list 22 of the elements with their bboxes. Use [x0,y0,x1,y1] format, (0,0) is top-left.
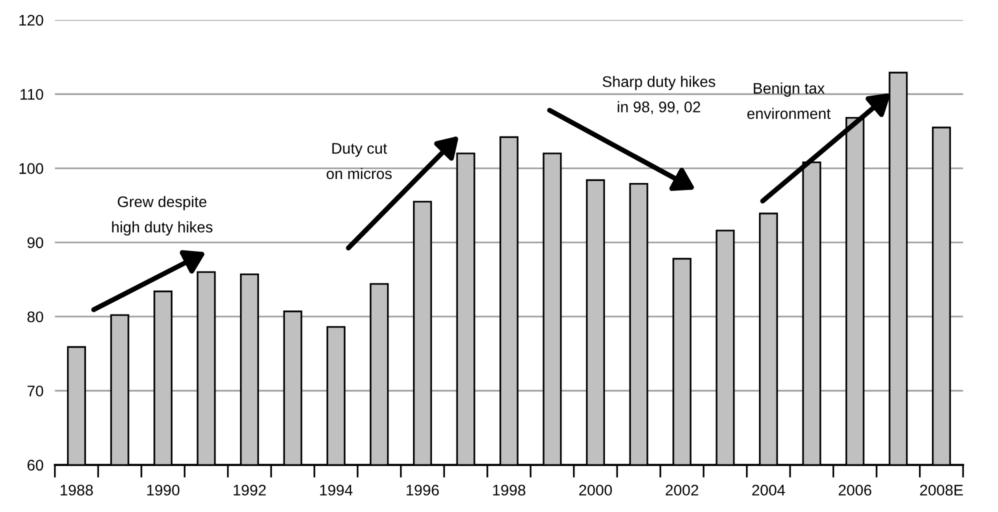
annotation: Sharp duty hikes in 98, 99, 02 [602,76,716,114]
annotation: Benign tax environment [747,82,831,120]
y-tick-label: 70 [28,386,44,396]
x-tick-label: 2004 [752,484,786,496]
x-tick-label: 2002 [666,484,698,496]
x-tick-label: 1996 [406,484,439,496]
annotation: Grew despite high duty hikes [112,196,212,236]
annotation: Duty cut on micros [326,143,392,180]
y-tick-label: 90 [28,237,44,248]
x-tick-label: 1994 [320,484,353,496]
x-tick-label: 1990 [147,484,180,496]
x-tick-label: 1992 [234,484,266,496]
y-tick-label: 100 [19,163,44,174]
x-tick-label: 1988 [60,484,93,496]
x-tick-label: 2006 [838,484,872,496]
y-tick-label: 110 [20,88,44,100]
y-tick-label: 60 [28,460,44,471]
x-tick-label: 2000 [579,484,612,496]
x-tick-label: 1998 [493,484,526,496]
x-tick-label: 2008E [920,484,963,496]
y-tick-label: 120 [19,14,44,26]
y-tick-label: 80 [27,311,44,322]
